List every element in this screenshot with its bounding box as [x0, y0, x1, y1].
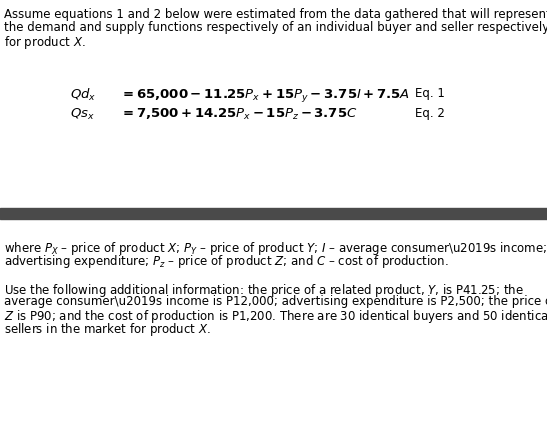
Text: $\mathbf{= 65{,}000 - 11.25\mathit{P}_{\mathit{x}} + 15\mathit{P}_{\mathit{y}} -: $\mathbf{= 65{,}000 - 11.25\mathit{P}_{\…: [120, 87, 410, 104]
Text: for product $\it{X}$.: for product $\it{X}$.: [4, 34, 86, 51]
Bar: [0, 208, 547, 219]
Text: $\mathbf{= 7{,}500 + 14.25\mathit{P}_{\mathit{x}} - 15\mathit{P}_{\mathit{z}} - : $\mathbf{= 7{,}500 + 14.25\mathit{P}_{\m…: [120, 107, 358, 122]
Text: $\mathit{Z}$ is P90; and the cost of production is P1,200. There are 30 identica: $\mathit{Z}$ is P90; and the cost of pro…: [4, 308, 547, 325]
Text: Eq. 2: Eq. 2: [415, 107, 445, 120]
Text: $\mathbf{\mathit{Qd}}_{\mathbf{\mathit{x}}}$: $\mathbf{\mathit{Qd}}_{\mathbf{\mathit{x…: [70, 87, 96, 103]
Text: Assume equations 1 and 2 below were estimated from the data gathered that will r: Assume equations 1 and 2 below were esti…: [4, 8, 547, 21]
Text: $\mathbf{\mathit{Qs}}_{\mathbf{\mathit{x}}}$: $\mathbf{\mathit{Qs}}_{\mathbf{\mathit{x…: [70, 107, 95, 122]
Text: Eq. 1: Eq. 1: [415, 87, 445, 100]
Text: advertising expenditure; $\mathit{P}_z$ – price of product $\mathit{Z}$; and $\m: advertising expenditure; $\mathit{P}_z$ …: [4, 253, 449, 270]
Text: average consumer\u2019s income is P12,000; advertising expenditure is P2,500; th: average consumer\u2019s income is P12,00…: [4, 295, 547, 308]
Text: the demand and supply functions respectively of an individual buyer and seller r: the demand and supply functions respecti…: [4, 21, 547, 34]
Text: where $\mathit{P}_X$ – price of product $\mathit{X}$; $\mathit{P}_Y$ – price of : where $\mathit{P}_X$ – price of product …: [4, 240, 547, 257]
Text: Use the following additional information: the price of a related product, $\math: Use the following additional information…: [4, 282, 524, 299]
Text: sellers in the market for product $\mathit{X}$.: sellers in the market for product $\math…: [4, 321, 211, 338]
